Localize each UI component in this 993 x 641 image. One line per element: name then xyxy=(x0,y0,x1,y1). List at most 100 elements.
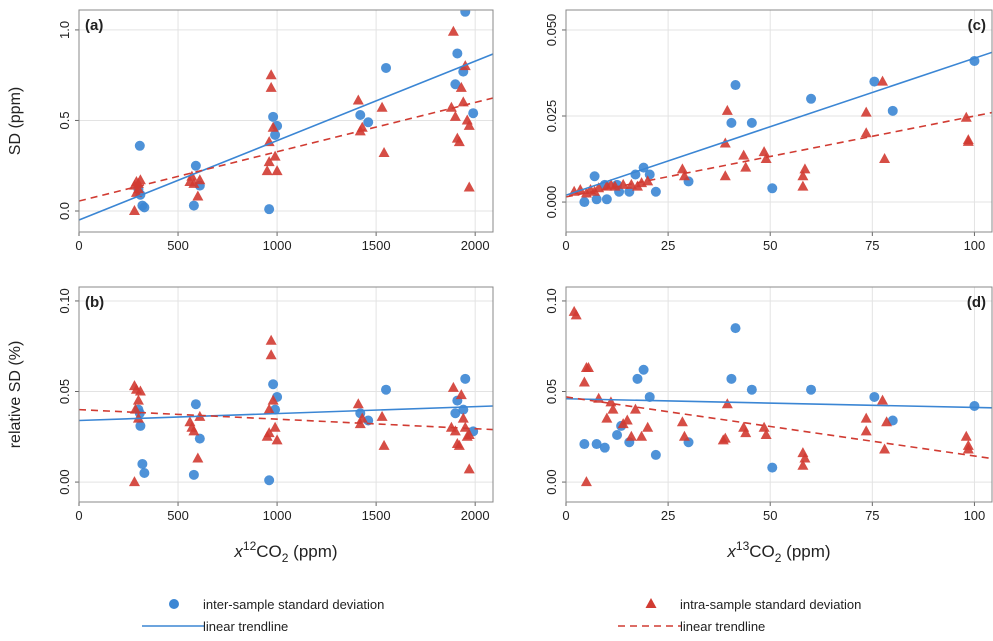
triangle-point xyxy=(352,94,364,105)
triangle-point xyxy=(463,181,475,192)
plot-border xyxy=(78,9,494,233)
panel-title: (b) xyxy=(85,294,104,311)
circle-point xyxy=(139,202,150,213)
triangle-point xyxy=(719,432,731,443)
triangle-point xyxy=(188,425,200,436)
circle-point xyxy=(746,384,757,395)
x-tick-label: 1000 xyxy=(263,238,292,253)
triangle-point xyxy=(356,412,368,423)
triangle-point xyxy=(621,414,633,425)
x-tick-label: 50 xyxy=(763,508,777,523)
circle-point xyxy=(264,204,275,215)
circle-point xyxy=(579,197,590,208)
triangle-point xyxy=(132,183,144,194)
circle-point xyxy=(624,186,635,197)
plot-marks xyxy=(79,334,493,487)
circle-point xyxy=(767,462,778,473)
x-axis-label: x13CO2 (ppm) xyxy=(726,539,830,565)
x-tick-label: 100 xyxy=(964,508,986,523)
triangle-point xyxy=(676,163,688,174)
trendline xyxy=(79,405,493,422)
circle-point xyxy=(135,420,146,431)
triangle-point xyxy=(797,459,809,470)
circle-point xyxy=(188,200,199,211)
triangle-point xyxy=(447,381,459,392)
circle-point xyxy=(188,469,199,480)
plot-marks xyxy=(566,305,992,487)
triangle-point xyxy=(192,452,204,463)
y-tick-label: 0.05 xyxy=(544,379,559,404)
triangle-point xyxy=(263,403,275,414)
plot-border xyxy=(565,286,993,503)
triangle-point xyxy=(263,136,275,147)
triangle-point xyxy=(797,170,809,181)
circle-point xyxy=(381,62,392,73)
x-axis-label-part: x xyxy=(726,542,736,561)
x-tick-label: 1500 xyxy=(362,508,391,523)
x-tick-label: 2000 xyxy=(461,238,490,253)
legend-marker xyxy=(645,598,657,608)
triangle-point xyxy=(263,427,275,438)
circle-point xyxy=(137,458,148,469)
trendline xyxy=(79,53,493,221)
triangle-point xyxy=(134,174,146,185)
y-tick-label: 0.00 xyxy=(57,469,72,494)
triangle-point xyxy=(625,430,637,441)
triangle-point xyxy=(797,180,809,191)
legend-marker xyxy=(169,599,179,609)
triangle-point xyxy=(194,174,206,185)
triangle-point xyxy=(184,416,196,427)
triangle-point xyxy=(609,180,621,191)
triangle-point xyxy=(447,25,459,36)
legend-label: intra-sample standard deviation xyxy=(680,597,861,612)
x-axis-label-part: (ppm) xyxy=(781,542,830,561)
x-axis-label: x12CO2 (ppm) xyxy=(233,539,337,565)
triangle-point xyxy=(962,443,974,454)
triangle-point xyxy=(678,430,690,441)
y-tick-label: 0.5 xyxy=(57,111,72,129)
triangle-point xyxy=(605,396,617,407)
triangle-point xyxy=(128,204,140,215)
circle-point xyxy=(450,79,461,90)
triangle-point xyxy=(453,439,465,450)
trendline xyxy=(566,51,992,196)
y-axis-label: relative SD (%) xyxy=(7,341,24,449)
triangle-point xyxy=(758,146,770,157)
circle-point xyxy=(270,129,281,140)
circle-point xyxy=(363,117,374,128)
y-tick-label: 0.10 xyxy=(57,288,72,313)
triangle-point xyxy=(721,104,733,115)
triangle-point xyxy=(265,349,277,360)
triangle-point xyxy=(881,416,893,427)
circle-point xyxy=(194,433,205,444)
circle-point xyxy=(460,10,471,17)
circle-point xyxy=(650,186,661,197)
y-tick-label: 0.10 xyxy=(544,288,559,313)
circle-point xyxy=(134,140,145,151)
triangle-point xyxy=(642,421,654,432)
circle-point xyxy=(726,373,737,384)
triangle-point xyxy=(879,153,891,164)
triangle-point xyxy=(188,177,200,188)
circle-point xyxy=(638,364,649,375)
circle-point xyxy=(869,76,880,87)
x-axis-label-part: CO xyxy=(256,542,282,561)
x-axis-label-part: 13 xyxy=(736,539,750,553)
triangle-point xyxy=(582,361,594,372)
circle-point xyxy=(644,169,655,180)
trendline xyxy=(79,408,493,431)
triangle-point xyxy=(570,309,582,320)
circle-point xyxy=(591,194,602,205)
circle-point xyxy=(190,160,201,171)
circle-point xyxy=(632,373,643,384)
x-tick-label: 1000 xyxy=(263,508,292,523)
triangle-point xyxy=(269,150,281,161)
x-tick-label: 100 xyxy=(964,238,986,253)
triangle-point xyxy=(580,476,592,487)
circle-point xyxy=(726,117,737,128)
triangle-point xyxy=(265,81,277,92)
triangle-point xyxy=(740,161,752,172)
triangle-point xyxy=(799,452,811,463)
triangle-point xyxy=(463,119,475,130)
plot-marks xyxy=(566,51,992,208)
